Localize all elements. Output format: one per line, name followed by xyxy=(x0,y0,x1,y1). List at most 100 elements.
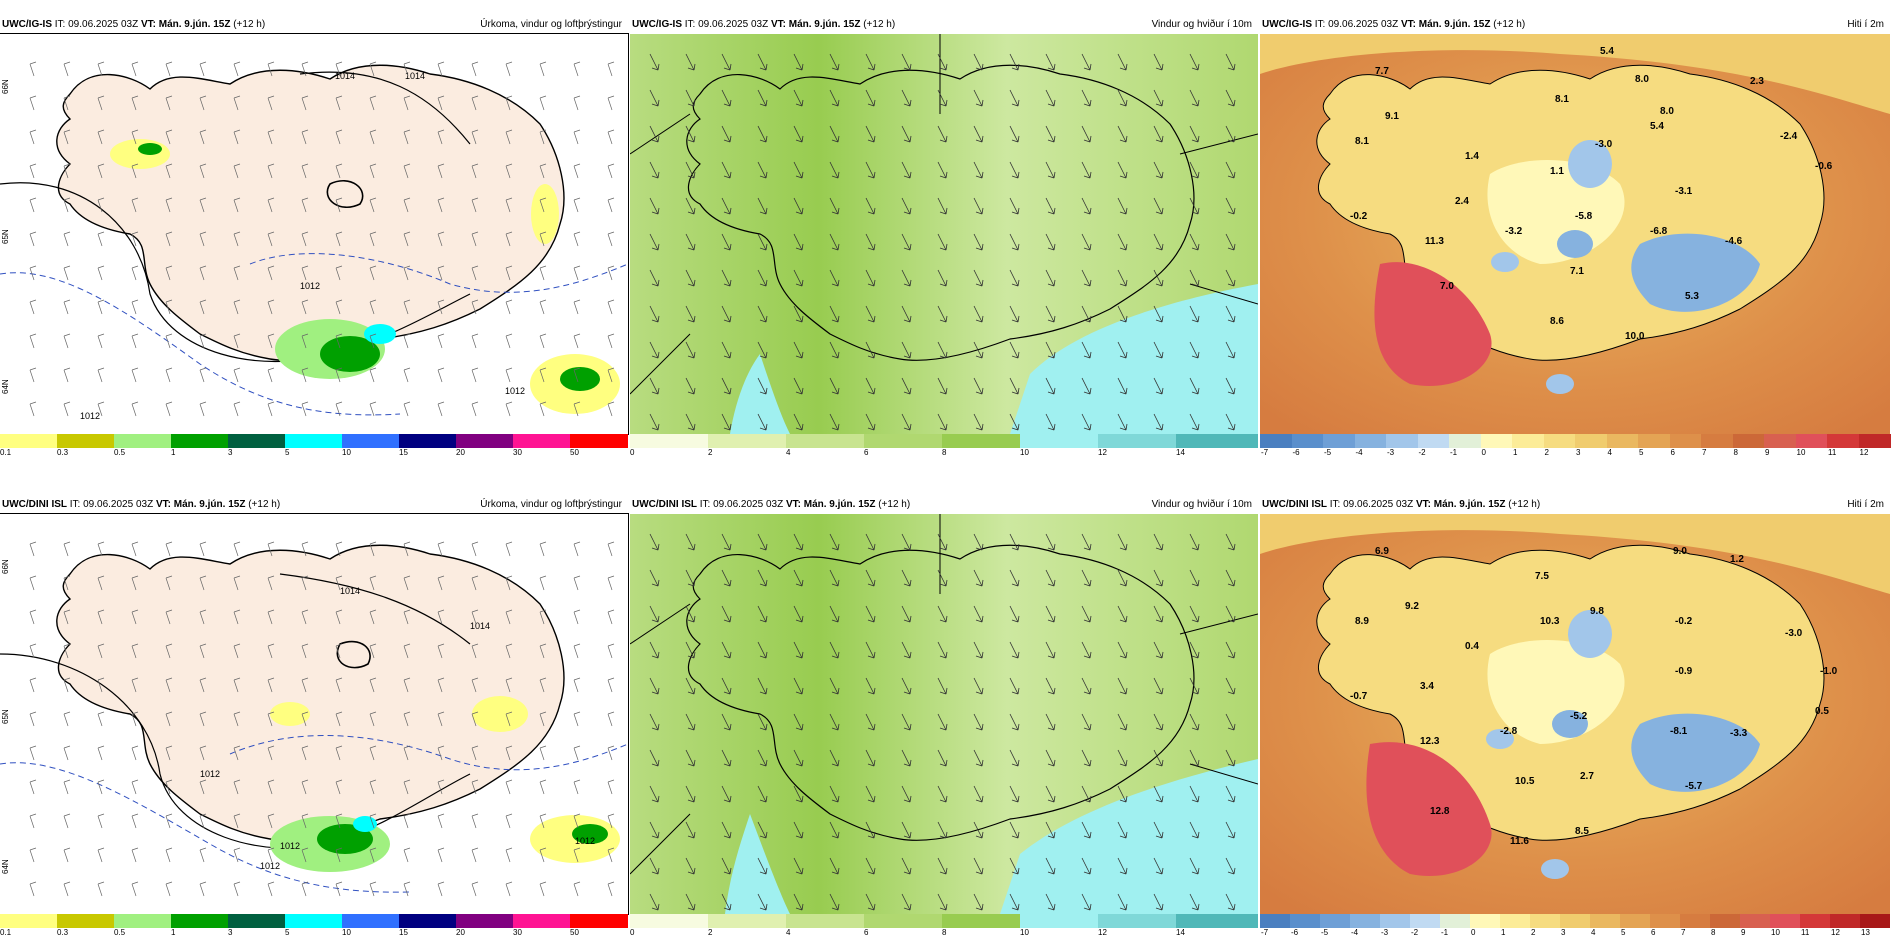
wind-arrow xyxy=(901,605,912,623)
wind-arrow xyxy=(1117,161,1128,179)
wind-arrow xyxy=(685,641,696,659)
wind-barb xyxy=(233,575,241,591)
precip-tick-label: 10 xyxy=(342,928,351,937)
wind-arrow xyxy=(649,53,660,71)
precip-tick-label: 30 xyxy=(513,928,522,937)
wind-arrow xyxy=(973,641,984,659)
precip-swatch xyxy=(513,914,570,928)
wind-arrow xyxy=(865,305,876,323)
temperature-value-label: -0.2 xyxy=(1350,211,1368,222)
wind-arrow xyxy=(937,53,948,71)
wind-barb xyxy=(335,813,343,829)
wind-arrow xyxy=(1045,677,1056,695)
temperature-value-label: -3.0 xyxy=(1785,628,1803,639)
wind-arrow xyxy=(973,89,984,107)
wind-arrow xyxy=(865,677,876,695)
wind-barb xyxy=(335,299,343,315)
wind-barb xyxy=(301,129,309,145)
wind-barb xyxy=(505,813,513,829)
wind-barb xyxy=(301,711,309,727)
isobar-label: 1012 xyxy=(260,861,280,871)
wind-tick-label: 4 xyxy=(786,448,791,457)
wind-arrow xyxy=(1117,713,1128,731)
wind-arrow xyxy=(901,569,912,587)
wind-arrow xyxy=(1081,785,1092,803)
wind-arrow xyxy=(757,677,768,695)
wind-barb xyxy=(301,881,309,897)
temp-tick-label: 8 xyxy=(1711,928,1716,937)
wind-barb xyxy=(539,367,547,383)
wind-barb xyxy=(29,745,37,761)
wind-arrow xyxy=(721,749,732,767)
wind-barb xyxy=(97,163,105,179)
wind-arrow xyxy=(721,197,732,215)
wind-arrow xyxy=(1225,569,1236,587)
wind-barb xyxy=(131,609,139,625)
temp-tick-label: 0 xyxy=(1481,448,1486,457)
wind-tick-label: 12 xyxy=(1098,928,1107,937)
wind-barb xyxy=(505,163,513,179)
panel-title: Hiti í 2m xyxy=(1847,499,1884,510)
wind-barb xyxy=(505,609,513,625)
wind-barb xyxy=(335,711,343,727)
wind-arrow xyxy=(1189,749,1200,767)
wind-barb xyxy=(97,643,105,659)
model-name: UWC/IG-IS xyxy=(2,19,52,30)
wind-barb xyxy=(607,265,615,281)
precip-swatch xyxy=(57,914,114,928)
wind-arrow xyxy=(901,821,912,839)
wind-barb xyxy=(97,677,105,693)
wind-arrow xyxy=(649,857,660,875)
temperature-value-label: -3.3 xyxy=(1730,728,1748,739)
wind-map-svg xyxy=(630,34,1258,434)
wind-barb xyxy=(199,231,207,247)
wind-barb xyxy=(437,575,445,591)
precip-swatch xyxy=(570,434,628,448)
wind-barb xyxy=(539,745,547,761)
wind-arrow xyxy=(865,125,876,143)
wind-swatch xyxy=(708,434,786,448)
wind-arrow xyxy=(1153,605,1164,623)
temperature-value-label: 2.4 xyxy=(1455,196,1469,207)
wind-arrow xyxy=(937,161,948,179)
wind-barb xyxy=(539,197,547,213)
wind-arrow xyxy=(1081,233,1092,251)
wind-barb xyxy=(131,197,139,213)
wind-arrow xyxy=(1153,305,1164,323)
wind-arrow xyxy=(1117,533,1128,551)
wind-arrow xyxy=(685,749,696,767)
temp-swatch xyxy=(1732,434,1765,448)
wind-arrow xyxy=(1009,197,1020,215)
wind-arrow xyxy=(937,197,948,215)
isobar-label: 1012 xyxy=(280,841,300,851)
wind-arrow xyxy=(973,377,984,395)
precip-colorbar: 0.1 0.3 0.5 1 3 5 10 15 20 30 50 xyxy=(0,434,628,457)
wind-barb xyxy=(403,265,411,281)
wind-arrow xyxy=(1117,125,1128,143)
wind-arrow xyxy=(901,533,912,551)
wind-arrow xyxy=(1045,533,1056,551)
wind-arrow xyxy=(1009,269,1020,287)
wind-barb xyxy=(573,677,581,693)
wind-barb xyxy=(437,367,445,383)
wind-barb xyxy=(267,881,275,897)
wind-barb xyxy=(403,197,411,213)
wind-arrow xyxy=(973,305,984,323)
wind-barb xyxy=(63,129,71,145)
temp-swatch xyxy=(1386,434,1418,448)
wind-barb xyxy=(335,95,343,111)
wind-arrow xyxy=(901,89,912,107)
wind-barb xyxy=(233,333,241,349)
wind-barb xyxy=(301,745,309,761)
wind-barb xyxy=(199,745,207,761)
temperature-value-label: 11.3 xyxy=(1425,236,1444,247)
wind-barb xyxy=(301,299,309,315)
wind-barb xyxy=(29,677,37,693)
wind-barb xyxy=(403,401,411,417)
wind-barb xyxy=(335,881,343,897)
wind-barb xyxy=(301,197,309,213)
wind-arrow xyxy=(757,785,768,803)
wind-arrow xyxy=(1225,89,1236,107)
wind-swatch xyxy=(1098,434,1176,448)
wind-barb xyxy=(607,197,615,213)
